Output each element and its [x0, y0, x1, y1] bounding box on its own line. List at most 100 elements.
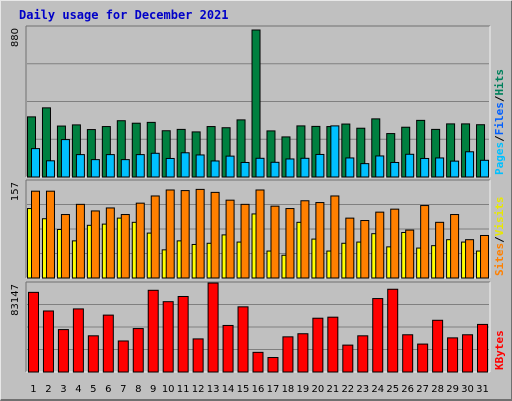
bar-sites	[45, 190, 55, 279]
x-tick-label: 3	[60, 384, 66, 395]
bar-kbytes	[27, 291, 39, 373]
bar-sites	[180, 190, 190, 279]
bar-sites	[420, 205, 430, 279]
bar-files	[120, 159, 130, 178]
bar-sites	[90, 210, 100, 279]
series-label-part: Sites	[493, 243, 506, 276]
bar-kbytes	[162, 301, 174, 373]
bar-files	[180, 152, 190, 178]
panel-top-ymax-label: 880	[10, 28, 21, 47]
bar-sites	[225, 199, 235, 279]
bar-sites	[315, 202, 325, 279]
bar-sites	[465, 239, 475, 279]
bar-sites	[105, 207, 115, 279]
bar-sites	[210, 191, 220, 279]
x-tick-label: 4	[75, 384, 81, 395]
bar-kbytes	[192, 338, 204, 373]
x-tick-label: 30	[461, 384, 474, 395]
bar-kbytes	[342, 344, 354, 373]
bar-kbytes	[372, 298, 384, 373]
bar-kbytes	[477, 323, 489, 373]
bar-files	[225, 155, 235, 178]
bar-kbytes	[462, 334, 474, 373]
bar-kbytes	[252, 351, 264, 373]
bar-files	[300, 157, 310, 178]
bar-kbytes	[267, 357, 279, 373]
x-tick-label: 24	[371, 384, 384, 395]
x-tick-label: 28	[431, 384, 444, 395]
series-label-part: Visits	[493, 197, 506, 237]
bar-files	[330, 125, 340, 178]
bar-files	[165, 157, 175, 178]
bar-files	[345, 157, 355, 178]
bar-kbytes	[87, 335, 99, 373]
bar-kbytes	[147, 289, 159, 373]
x-tick-label: 20	[312, 384, 325, 395]
bar-kbytes	[117, 340, 129, 373]
bar-kbytes	[387, 288, 399, 373]
bar-files	[90, 159, 100, 178]
bar-sites	[270, 205, 280, 279]
chart-title: Daily usage for December 2021	[19, 8, 229, 22]
bar-files	[135, 154, 145, 178]
series-label-part: Hits	[493, 69, 506, 96]
bar-hits	[251, 29, 261, 178]
x-tick-label: 19	[297, 384, 310, 395]
bar-files	[315, 153, 325, 178]
bar-kbytes	[282, 336, 294, 373]
bar-sites	[390, 208, 400, 279]
bar-files	[420, 157, 430, 178]
bar-kbytes	[312, 317, 324, 373]
bar-kbytes	[237, 306, 249, 373]
panel-top-series-label: Pages/Files/Hits	[493, 69, 506, 175]
x-tick-label: 29	[446, 384, 459, 395]
bar-sites	[255, 189, 265, 279]
bar-kbytes	[327, 316, 339, 373]
bar-kbytes	[207, 282, 219, 373]
x-tick-label: 12	[192, 384, 205, 395]
series-label-part: KBytes	[493, 330, 506, 370]
bar-sites	[345, 217, 355, 279]
bar-sites	[300, 200, 310, 279]
x-tick-label: 11	[177, 384, 190, 395]
panel-bottom-ymax-label: 83147	[10, 284, 21, 316]
bar-sites	[31, 190, 40, 279]
bar-kbytes	[432, 319, 444, 373]
bar-sites	[240, 203, 250, 279]
bar-sites	[75, 203, 85, 279]
bar-files	[31, 148, 40, 178]
x-tick-label: 23	[356, 384, 369, 395]
bar-sites	[120, 214, 130, 279]
series-label-part: Files	[493, 102, 506, 135]
bar-kbytes	[297, 333, 309, 373]
x-tick-label: 10	[162, 384, 175, 395]
bar-kbytes	[402, 334, 414, 373]
bar-files	[195, 154, 205, 178]
bar-sites	[135, 202, 145, 279]
x-tick-label: 16	[252, 384, 265, 395]
bar-files	[285, 158, 295, 178]
bar-files	[405, 153, 415, 178]
bar-files	[45, 160, 55, 178]
x-tick-label: 26	[401, 384, 414, 395]
bar-sites	[375, 211, 385, 279]
x-tick-label: 17	[267, 384, 280, 395]
panel-middle-series-label: Sites/Visits	[493, 197, 506, 277]
bar-kbytes	[42, 310, 54, 373]
x-tick-label: 2	[45, 384, 51, 395]
x-tick-label: 14	[222, 384, 235, 395]
x-tick-label: 22	[341, 384, 354, 395]
x-tick-label: 9	[150, 384, 156, 395]
bar-files	[450, 160, 460, 178]
bar-files	[240, 161, 250, 178]
x-tick-label: 7	[120, 384, 126, 395]
x-tick-label: 21	[326, 384, 339, 395]
bar-files	[375, 155, 385, 178]
panel-bottom-series-label: KBytes	[493, 330, 506, 370]
bar-sites	[405, 229, 415, 279]
bar-sites	[330, 195, 340, 279]
bar-files	[390, 161, 400, 178]
bar-files	[105, 154, 115, 178]
bar-files	[150, 152, 160, 178]
